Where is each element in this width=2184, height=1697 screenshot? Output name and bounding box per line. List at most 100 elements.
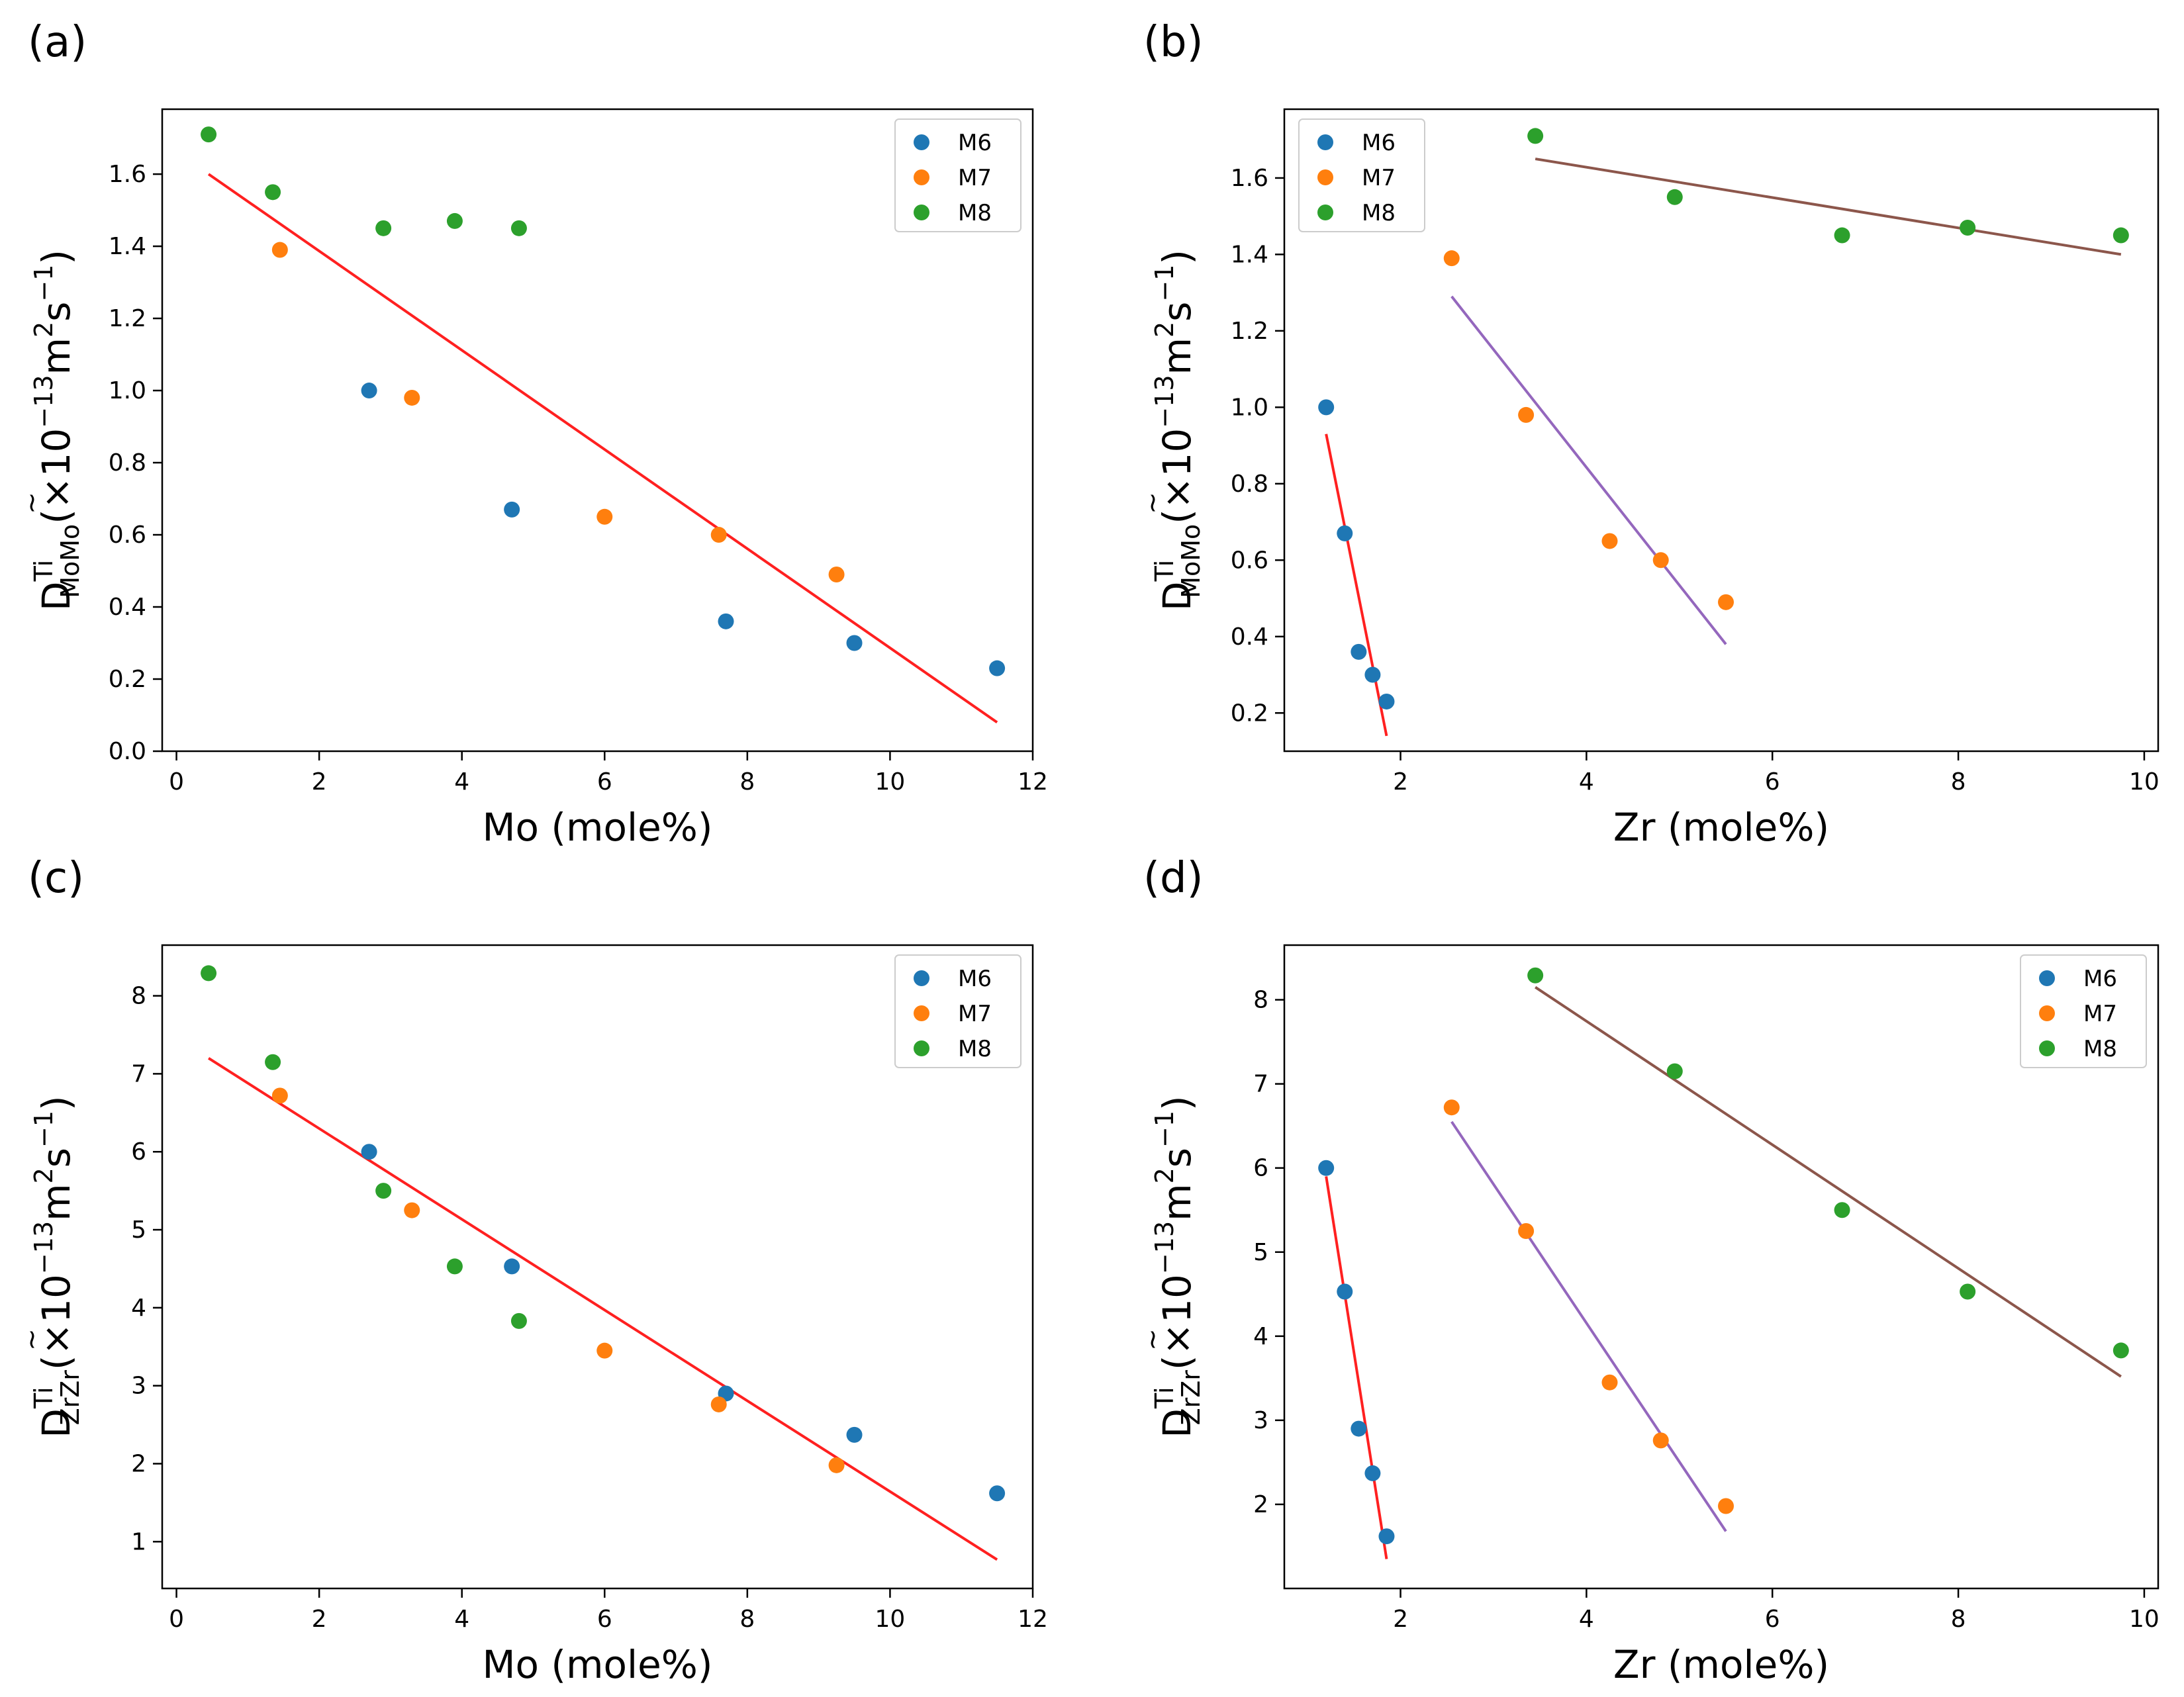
x-tick-label: 0 [169, 1606, 184, 1633]
point-m7 [1443, 250, 1460, 267]
point-m6 [1337, 525, 1353, 541]
y-tick-label: 2 [1253, 1491, 1268, 1518]
point-m8 [1960, 219, 1976, 236]
x-tick-label: 6 [597, 768, 612, 796]
y-label-part: ZrZr [56, 1370, 85, 1426]
legend-marker [2039, 1005, 2055, 1021]
legend-label: M8 [1362, 200, 1396, 226]
point-m6 [1351, 1420, 1367, 1437]
point-m7 [1652, 1432, 1669, 1449]
point-m7 [1518, 406, 1535, 423]
x-tick-label: 6 [597, 1606, 612, 1633]
y-axis-label: DTiZrZr(×10−13m2s−1) [1150, 1095, 1206, 1438]
point-m7 [596, 1342, 613, 1359]
fit-line [207, 1057, 998, 1561]
point-m6 [989, 660, 1006, 676]
point-m8 [265, 184, 281, 201]
legend-label: M6 [1362, 130, 1396, 156]
y-label-part: 2 [1150, 1168, 1179, 1183]
point-m8 [2113, 227, 2129, 244]
y-label-part: D [1155, 1408, 1200, 1438]
y-label-part: m [34, 1183, 79, 1221]
legend-marker [914, 134, 929, 150]
y-label-part: (×10 [34, 428, 79, 524]
x-tick-label: 8 [1951, 1606, 1966, 1633]
y-label-part: ZrZr [1176, 1370, 1206, 1426]
point-m7 [710, 1396, 727, 1412]
y-tick-label: 1.2 [109, 305, 146, 332]
y-label-part: 2 [29, 1168, 58, 1183]
point-m6 [846, 1426, 863, 1443]
y-label-part: D [34, 581, 79, 611]
point-m7 [271, 1087, 288, 1104]
fit-line [1535, 158, 2122, 256]
tilde-mark: ~ [17, 1328, 47, 1351]
y-label-part: ) [34, 250, 79, 265]
y-label-part: Ti [1150, 1387, 1179, 1409]
x-tick-label: 4 [1579, 768, 1594, 796]
y-label-part: ) [34, 1095, 79, 1111]
x-tick-label: 2 [1393, 1606, 1408, 1633]
y-label-part: 2 [29, 322, 58, 338]
legend-marker [1317, 169, 1333, 185]
y-tick-label: 6 [1253, 1155, 1268, 1182]
y-tick-label: 2 [131, 1450, 146, 1477]
point-m6 [1337, 1283, 1353, 1300]
y-label-part: Ti [1150, 560, 1179, 582]
x-tick-label: 10 [2129, 1606, 2160, 1633]
tilde-mark: ~ [17, 492, 47, 514]
y-tick-label: 1.4 [1231, 241, 1268, 268]
fit-line [1535, 986, 2122, 1378]
legend-marker [2039, 970, 2055, 986]
legend: M6 M7 M8 [1298, 118, 1425, 232]
legend-label: M8 [958, 200, 992, 226]
legend-marker [914, 1005, 929, 1021]
point-m7 [404, 389, 420, 406]
axes-frame [1283, 944, 2160, 1590]
y-label-part: −1 [1150, 1111, 1179, 1148]
point-m8 [1666, 1063, 1683, 1079]
y-label-part: D [34, 1408, 79, 1438]
point-m6 [504, 501, 520, 518]
y-label-part: m [34, 338, 79, 375]
point-m8 [1834, 1202, 1850, 1218]
x-tick-label: 2 [312, 1606, 327, 1633]
point-m8 [1960, 1283, 1976, 1300]
point-m6 [504, 1258, 520, 1275]
point-m7 [1518, 1223, 1535, 1239]
fit-line [1450, 1121, 1727, 1532]
y-label-part: (×10 [1155, 428, 1200, 524]
y-label-part: s [34, 1148, 79, 1168]
point-m8 [446, 212, 463, 229]
x-tick-label: 4 [454, 1606, 469, 1633]
y-tick-label: 3 [1253, 1407, 1268, 1434]
y-tick-label: 1.6 [109, 161, 146, 188]
y-tick-label: 0.4 [109, 594, 146, 621]
legend-label: M7 [958, 1001, 992, 1027]
panel-label: (c) [28, 854, 84, 903]
y-label-part: MoMo [1176, 524, 1206, 598]
fit-line [1325, 434, 1388, 737]
y-label-part: D [1155, 581, 1200, 611]
y-tick-label: 5 [131, 1216, 146, 1244]
y-label-part: (×10 [1155, 1274, 1200, 1370]
y-label-part: −1 [29, 265, 58, 302]
legend-label: M7 [1362, 165, 1396, 191]
y-label-part: m [1155, 1183, 1200, 1221]
point-m8 [1834, 227, 1850, 244]
point-m7 [271, 242, 288, 258]
panel-label: (b) [1143, 18, 1204, 67]
y-label-part: Ti [29, 1387, 58, 1409]
x-tick-label: 10 [2129, 768, 2160, 796]
legend-marker [914, 205, 929, 220]
x-axis-label: Zr (mole%) [1613, 1642, 1829, 1687]
point-m6 [718, 613, 734, 629]
x-tick-label: 6 [1765, 1606, 1780, 1633]
y-tick-label: 1 [131, 1528, 146, 1555]
legend-marker [2039, 1040, 2055, 1056]
y-axis-label: DTiMoMo(×10−13m2s−1) [1150, 250, 1206, 611]
x-tick-label: 8 [1951, 768, 1966, 796]
point-m6 [1378, 693, 1395, 710]
point-m8 [1666, 189, 1683, 205]
